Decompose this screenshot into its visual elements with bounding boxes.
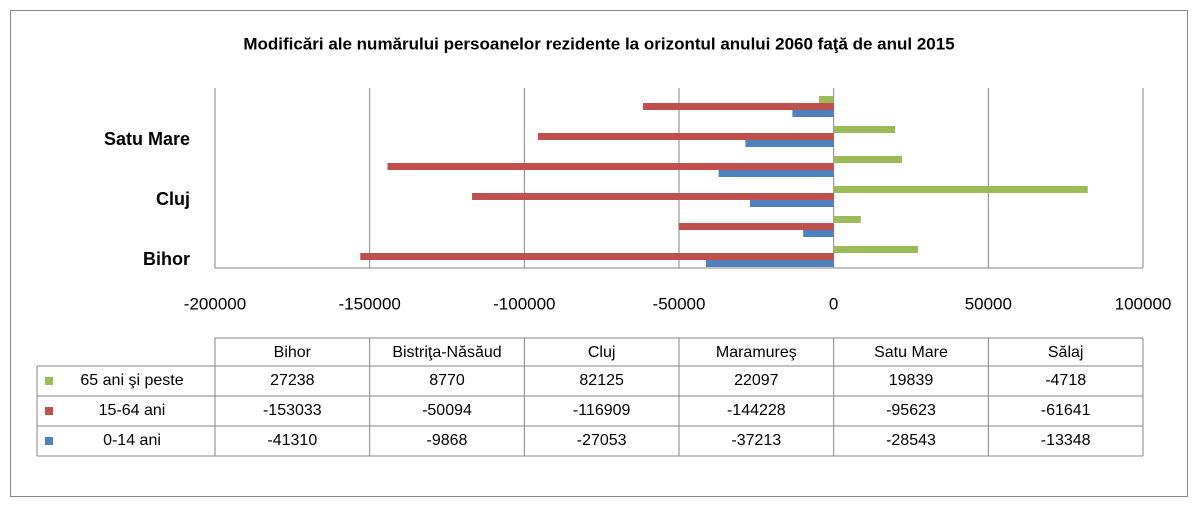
x-tick-label: -150000 — [338, 294, 400, 313]
table-header: Satu Mare — [874, 344, 948, 361]
x-tick-label: 50000 — [965, 294, 1012, 313]
table-cell: -27053 — [577, 432, 627, 449]
bar — [833, 186, 1088, 193]
x-tick-label: -50000 — [653, 294, 706, 313]
table-cell: -61641 — [1041, 402, 1091, 419]
bar — [833, 126, 896, 133]
bar — [833, 156, 903, 163]
chart-title: Modificări ale numărului persoanelor rez… — [243, 34, 954, 53]
table-header: Bistriţa-Năsăud — [392, 344, 501, 361]
table-cell: 82125 — [579, 372, 624, 389]
bar — [792, 110, 834, 117]
table-header: Bihor — [274, 344, 312, 361]
bar — [718, 170, 834, 177]
legend-label: 15-64 ani — [99, 402, 166, 419]
table-header: Sălaj — [1048, 344, 1084, 361]
table-cell: -13348 — [1041, 432, 1091, 449]
bar — [819, 96, 834, 103]
legend-label: 0-14 ani — [103, 432, 161, 449]
table-cell: 19839 — [889, 372, 934, 389]
bar — [745, 140, 834, 147]
table-cell: 22097 — [734, 372, 779, 389]
table-cell: -144228 — [727, 402, 786, 419]
bar — [472, 193, 834, 200]
table-cell: -9868 — [427, 432, 468, 449]
table-cell: -116909 — [573, 402, 631, 419]
legend-key — [45, 437, 53, 445]
table-cell: -50094 — [422, 402, 472, 419]
table-cell: -37213 — [731, 432, 781, 449]
table-cell: 27238 — [270, 372, 315, 389]
x-tick-label: -200000 — [184, 294, 246, 313]
table-cell: 8770 — [429, 372, 465, 389]
bar — [642, 103, 834, 110]
table-header: Maramureş — [716, 344, 797, 361]
table-cell: -41310 — [267, 432, 317, 449]
bar — [387, 163, 834, 170]
x-tick-label: -100000 — [493, 294, 555, 313]
x-tick-label: 100000 — [1115, 294, 1172, 313]
y-tick-label: Satu Mare — [104, 129, 190, 149]
bar — [360, 253, 834, 260]
y-tick-label: Cluj — [156, 189, 190, 209]
bar — [678, 223, 834, 230]
table-cell: -95623 — [886, 402, 936, 419]
bar — [833, 216, 861, 223]
table-cell: -153033 — [263, 402, 322, 419]
legend-label: 65 ani şi peste — [80, 372, 183, 389]
bar — [749, 200, 834, 207]
legend-key — [45, 407, 53, 415]
bar — [537, 133, 834, 140]
bar — [833, 246, 918, 253]
bar — [705, 260, 834, 267]
table-cell: -28543 — [886, 432, 936, 449]
y-tick-label: Bihor — [143, 249, 190, 269]
bar — [803, 230, 834, 237]
legend-key — [45, 377, 53, 385]
table-header: Cluj — [588, 344, 616, 361]
table-cell: -4718 — [1045, 372, 1086, 389]
x-tick-label: 0 — [829, 294, 838, 313]
